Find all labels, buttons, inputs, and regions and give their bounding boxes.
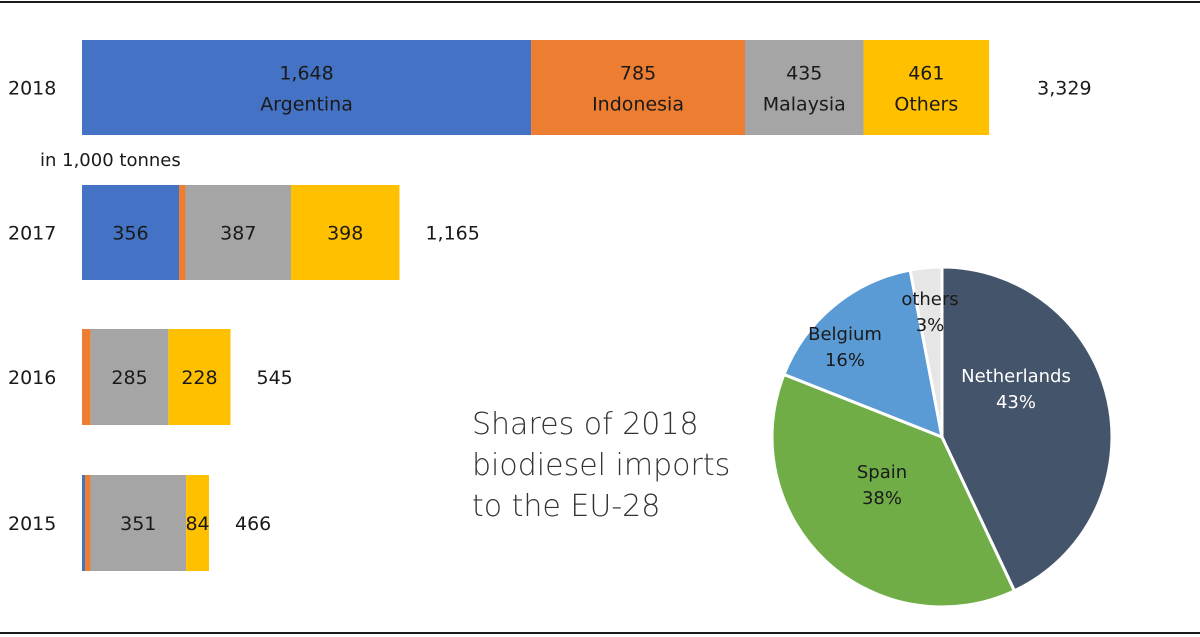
value-label-2018-malaysia: 435 [786,63,822,85]
value-label-2017-others: 398 [327,223,363,245]
bar-2018-others [863,40,990,135]
series-label-argentina: Argentina [260,94,353,116]
pie-label-spain: Spain [857,462,907,483]
bar-2017-others [291,185,400,280]
total-label-2015: 466 [235,513,271,535]
category-label-2016: 2016 [8,367,56,389]
bar-2017-argentina [82,185,180,280]
category-label-2017: 2017 [8,223,56,245]
series-label-others: Others [894,94,958,116]
bar-2016-others [168,329,231,425]
value-label-2017-argentina: 356 [112,223,148,245]
category-label-2015: 2015 [8,513,56,535]
pie-title-line-3: to the EU-28 [472,489,661,524]
pie-slice-spain [770,372,1016,609]
total-label-2018: 3,329 [1037,78,1091,100]
value-label-2018-indonesia: 785 [620,63,656,85]
pie-slice-belgium [782,268,944,439]
pie-percent-others: 3% [916,315,945,336]
pie-label-netherlands: Netherlands [961,366,1071,387]
pie-label-others: others [901,289,958,310]
bar-2015-argentina [82,475,85,571]
top-rule [0,1,1200,3]
bar-2017-indonesia [179,185,186,280]
unit-label: in 1,000 tonnes [40,150,181,171]
category-label-2018: 2018 [8,78,56,100]
value-label-2016-others: 228 [181,367,217,389]
bar-2018-indonesia [531,40,745,135]
value-label-2017-malaysia: 387 [220,223,256,245]
total-label-2017: 1,165 [425,223,479,245]
value-label-2015-malaysia: 351 [120,513,156,535]
bar-2015-indonesia [84,475,91,571]
pie-title: Shares of 2018 biodiesel imports to the … [472,404,772,527]
pie-title-line-1: Shares of 2018 [472,407,699,442]
bar-2015-others [186,475,209,571]
value-label-2016-malaysia: 285 [111,367,147,389]
pie-title-line-2: biodiesel imports [472,448,731,483]
bar-2015-malaysia [90,475,187,571]
bottom-rule [0,632,1200,634]
bar-2016-indonesia [82,329,91,425]
value-label-2018-argentina: 1,648 [279,63,333,85]
total-label-2016: 545 [257,367,293,389]
bar-2018-malaysia [744,40,864,135]
pie-slice-others [908,265,944,439]
pie-slice-netherlands [940,265,1114,593]
pie-percent-belgium: 16% [825,350,865,371]
series-label-malaysia: Malaysia [763,94,846,116]
bar-2018-argentina [82,40,532,135]
bar-2017-malaysia [185,185,292,280]
series-label-indonesia: Indonesia [592,94,684,116]
pie-label-belgium: Belgium [808,324,882,345]
value-label-2015-others: 84 [185,513,209,535]
pie-percent-spain: 38% [862,488,902,509]
pie-percent-netherlands: 43% [996,392,1036,413]
value-label-2018-others: 461 [908,63,944,85]
bar-2016-malaysia [90,329,169,425]
